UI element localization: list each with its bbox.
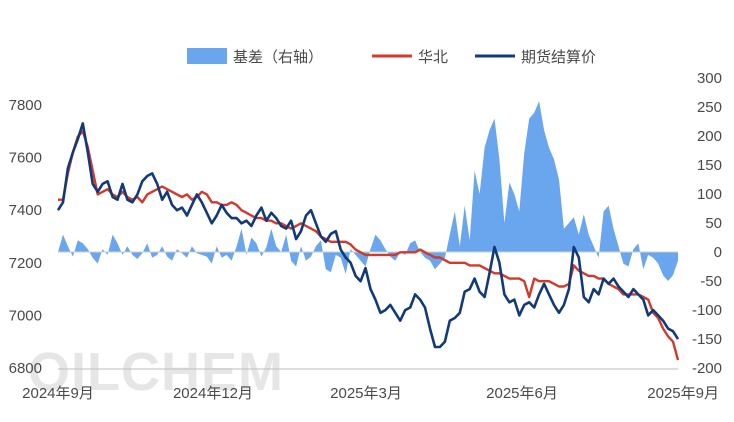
watermark: OILCHEM — [28, 342, 284, 402]
right-y-axis: -200 -150 -100 -50 0 50 100 150 200 250 300 — [692, 70, 722, 377]
legend: 基差（右轴） 华北 期货结算价 — [187, 48, 596, 66]
right-y-tick-label: -150 — [692, 331, 722, 348]
futures-line-series — [56, 122, 680, 349]
legend-label-basis: 基差（右轴） — [233, 48, 323, 66]
basis-area-series — [58, 101, 678, 281]
right-y-tick-label: 300 — [697, 70, 722, 87]
right-y-tick-label: -100 — [692, 302, 722, 319]
right-y-tick-label: 200 — [697, 128, 722, 145]
x-tick-label: 2025年6月 — [486, 385, 558, 402]
left-y-tick-label: 7000 — [9, 307, 42, 324]
x-tick-label: 2024年9月 — [22, 385, 94, 402]
huabei-line-series — [58, 130, 680, 361]
x-tick-label: 2024年12月 — [173, 385, 253, 402]
plot-area — [56, 101, 680, 361]
right-y-tick-label: 150 — [697, 157, 722, 174]
left-y-tick-label: 7200 — [9, 255, 42, 272]
left-y-tick-label: 6800 — [9, 360, 42, 377]
legend-label-futures: 期货结算价 — [521, 48, 596, 66]
legend-label-huabei: 华北 — [418, 48, 448, 66]
x-axis: 2024年9月 2024年12月 2025年3月 2025年6月 2025年9月 — [22, 368, 719, 402]
x-tick-label: 2025年3月 — [330, 385, 402, 402]
right-y-tick-label: -200 — [692, 360, 722, 377]
right-y-tick-label: 0 — [714, 244, 722, 261]
right-y-tick-label: 250 — [697, 99, 722, 116]
left-y-tick-label: 7800 — [9, 97, 42, 114]
right-y-tick-label: 100 — [697, 186, 722, 203]
x-tick-label: 2025年9月 — [647, 385, 719, 402]
left-y-tick-label: 7400 — [9, 202, 42, 219]
left-y-axis: 6800 7000 7200 7400 7600 7800 — [9, 97, 42, 377]
legend-swatch-basis — [187, 48, 227, 64]
right-y-tick-label: 50 — [705, 215, 722, 232]
right-y-tick-label: -50 — [700, 273, 722, 290]
left-y-tick-label: 7600 — [9, 150, 42, 167]
